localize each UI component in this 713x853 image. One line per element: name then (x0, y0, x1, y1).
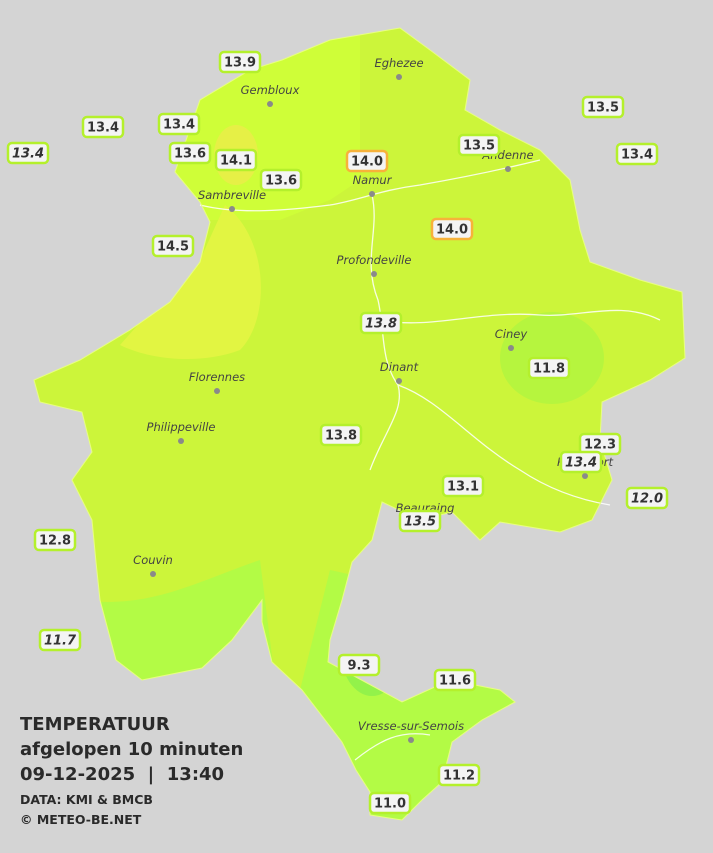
zone (120, 205, 261, 360)
town-label: Sambreville (198, 188, 266, 202)
station-value: 13.8 (325, 429, 357, 444)
station-value: 13.5 (404, 515, 436, 530)
station-value: 13.6 (265, 174, 297, 189)
town-dot (505, 166, 511, 172)
town-label: Namur (353, 173, 393, 187)
station-value: 12.8 (39, 534, 71, 549)
station-box (337, 653, 381, 677)
station-box (38, 628, 82, 652)
station-box (6, 141, 50, 165)
town-dot (582, 473, 588, 479)
station-box (368, 791, 412, 815)
town-dot (150, 571, 156, 577)
river (369, 194, 400, 471)
town-label: Profondeville (337, 253, 412, 267)
station-box (359, 311, 403, 335)
station-box (345, 149, 389, 173)
town-dot (267, 101, 273, 107)
river (354, 733, 431, 761)
station-value: 14.0 (351, 155, 383, 170)
town-dot (408, 737, 414, 743)
legend-timestamp: 09-12-2025 | 13:40 (20, 764, 224, 785)
station-box (437, 763, 481, 787)
station-box (157, 112, 201, 136)
legend-title: TEMPERATUUR (20, 714, 170, 735)
station-box (151, 234, 195, 258)
station-box (625, 486, 669, 510)
station-value: 13.4 (87, 121, 119, 136)
town-dot (371, 271, 377, 277)
stations: 13.9 13.4 13.4 13.4 13.6 14.1 13.6 14.0 13.5 13.5… (6, 50, 669, 815)
town-label: Eghezee (374, 56, 423, 70)
station-value: 13.1 (447, 480, 479, 495)
station-box (615, 142, 659, 166)
station-box (319, 423, 363, 447)
town-label: Gembloux (241, 83, 300, 97)
station-value: 13.4 (565, 456, 597, 471)
station-box (559, 450, 603, 474)
station-value: 14.0 (436, 223, 468, 238)
town-dot (396, 378, 402, 384)
town-label: Vresse-sur-Semois (358, 719, 464, 733)
town-dot (369, 191, 375, 197)
station-value: 9.3 (347, 659, 370, 674)
town-label: Philippeville (147, 420, 216, 434)
station-value: 12.3 (584, 438, 616, 453)
station-value: 12.0 (631, 492, 663, 507)
station-box (81, 115, 125, 139)
zone (34, 28, 360, 220)
station-value: 13.6 (174, 147, 206, 162)
station-value: 13.4 (12, 147, 44, 162)
town-dot (229, 206, 235, 212)
town-dot (178, 438, 184, 444)
station-value: 13.4 (621, 148, 653, 163)
station-box (259, 168, 303, 192)
town-label: Ciney (495, 327, 528, 341)
station-value: 14.5 (157, 240, 189, 255)
station-box (218, 50, 262, 74)
station-value: 13.5 (463, 139, 495, 154)
station-box (581, 95, 625, 119)
legend-subtitle: afgelopen 10 minuten (20, 739, 243, 760)
station-value: 13.5 (587, 101, 619, 116)
station-box (398, 509, 442, 533)
station-box (527, 356, 571, 380)
town-dot (508, 345, 514, 351)
legend: TEMPERATUUR afgelopen 10 minuten 09-12-2… (20, 714, 243, 827)
legend-copyright: © METEO-BE.NET (20, 812, 142, 827)
town-dot (214, 388, 220, 394)
station-box (168, 141, 212, 165)
river (397, 384, 611, 506)
town-label: Florennes (189, 370, 245, 384)
legend-source: DATA: KMI & BMCB (20, 792, 153, 807)
station-box (430, 217, 474, 241)
station-box (214, 148, 258, 172)
town-label: Couvin (133, 553, 173, 567)
station-value: 13.8 (365, 317, 397, 332)
zone (340, 600, 404, 696)
zone (300, 570, 520, 820)
station-box (33, 528, 77, 552)
station-value: 11.7 (44, 634, 77, 649)
station-box (433, 668, 477, 692)
station-value: 11.6 (439, 674, 471, 689)
station-box (441, 474, 485, 498)
station-value: 11.8 (533, 362, 565, 377)
town-label: Dinant (380, 360, 419, 374)
station-value: 13.9 (224, 56, 256, 71)
station-box (457, 133, 501, 157)
station-value: 11.2 (443, 769, 475, 784)
river (379, 309, 661, 324)
town-dot (396, 74, 402, 80)
station-value: 13.4 (163, 118, 195, 133)
station-value: 14.1 (220, 154, 252, 169)
station-value: 11.0 (374, 797, 406, 812)
